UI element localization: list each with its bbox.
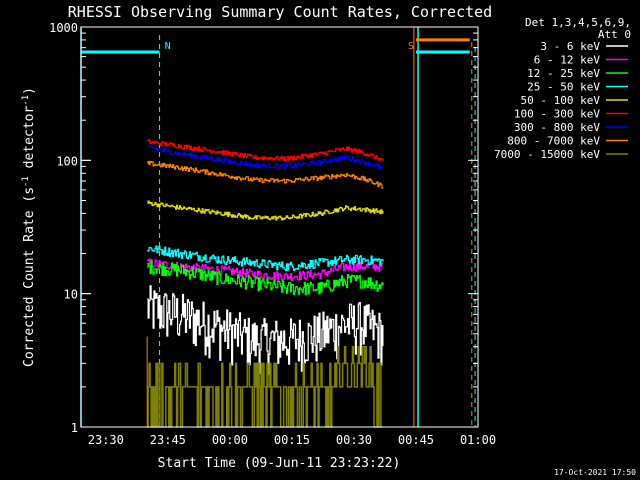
plot-frame	[80, 26, 479, 428]
x-tick-label: 00:15	[274, 433, 310, 447]
series-50-100keV-line	[147, 200, 384, 221]
y-label-main: Corrected Count Rate (s	[22, 187, 37, 367]
x-tick-label: 00:00	[212, 433, 248, 447]
series-12-25keV-line	[147, 260, 384, 296]
legend-label: 3 - 6 keV	[540, 40, 600, 53]
series-6-12keV-line	[147, 258, 384, 282]
legend-label: 300 - 800 keV	[514, 121, 600, 134]
legend-label: 12 - 25 keV	[527, 67, 600, 80]
y-label-mid: detector	[22, 106, 37, 177]
y-label-sup1: -1	[21, 176, 31, 187]
legend-header-line1: Det 1,3,4,5,6,9,	[525, 16, 631, 29]
axes: 1 10 100 1000 23:30 23:45 00:00 00:15 00:30 00:45…	[49, 21, 496, 447]
x-tick-label: 01:00	[460, 433, 496, 447]
x-tick-label: 23:30	[88, 433, 124, 447]
legend-label: 25 - 50 keV	[527, 81, 600, 94]
legend-label: 100 - 300 keV	[514, 108, 600, 121]
legend-label: 6 - 12 keV	[534, 54, 601, 67]
y-axis-label: Corrected Count Rate (s-1 detector-1)	[21, 87, 37, 367]
x-tick-label: 00:45	[398, 433, 434, 447]
y-tick-label: 1000	[49, 21, 78, 35]
series-3-6keV-line	[147, 285, 384, 375]
y-label-end: )	[22, 87, 37, 95]
y-tick-label: 10	[64, 288, 78, 302]
series-25-50keV-line	[147, 245, 384, 272]
y-tick-label: 100	[56, 154, 78, 168]
series-7000-15000keV-line	[147, 345, 383, 428]
y-tick-label: 1	[71, 421, 78, 435]
x-axis-label: Start Time (09-Jun-11 23:23:22)	[158, 456, 401, 471]
series-300-800keV-line	[147, 144, 384, 170]
legend-label: 50 - 100 keV	[521, 94, 601, 107]
x-tick-label: 00:30	[336, 433, 372, 447]
timestamp: 17-Oct-2021 17:50	[554, 468, 636, 477]
marker-label-S: S	[408, 41, 414, 52]
legend-label: 800 - 7000 keV	[507, 135, 600, 148]
series-100-300keV-line	[147, 139, 384, 162]
series-800-7000keV-line	[147, 160, 384, 189]
marker-label-N: N	[165, 41, 171, 52]
x-tick-label: 23:45	[150, 433, 186, 447]
chart-title: RHESSI Observing Summary Count Rates, Co…	[68, 3, 492, 21]
legend-header-line2: Att 0	[598, 28, 631, 41]
y-label-sup2: -1	[21, 95, 31, 106]
legend-label: 7000 - 15000 keV	[494, 148, 600, 161]
